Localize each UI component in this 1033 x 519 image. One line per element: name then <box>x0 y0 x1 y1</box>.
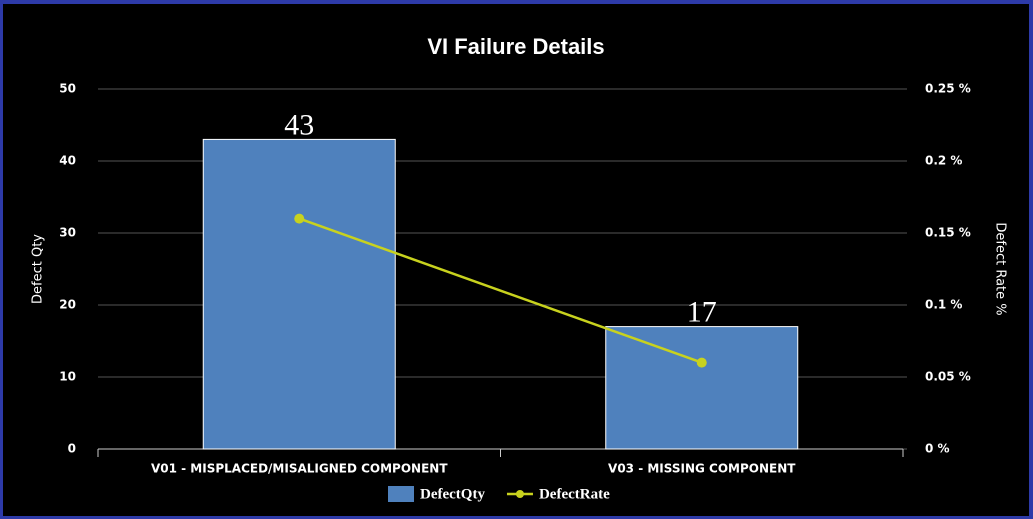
y2-axis-label: Defect Rate % <box>993 222 1008 315</box>
y-tick-label: 20 <box>59 298 76 312</box>
y2-tick-label: 0.05 % <box>925 370 971 384</box>
y-tick-label: 30 <box>59 226 76 240</box>
legend-label: DefectRate <box>539 486 610 502</box>
bar <box>202 138 396 450</box>
x-tick-label: V03 - MISSING COMPONENT <box>608 462 796 476</box>
y-tick-label: 0 <box>68 442 76 456</box>
x-tick-label: V01 - MISPLACED/MISALIGNED COMPONENT <box>151 462 448 476</box>
y-tick-label: 10 <box>59 370 76 384</box>
bar <box>605 326 799 450</box>
background <box>3 4 1029 516</box>
point <box>696 357 707 368</box>
y2-tick-label: 0.15 % <box>925 226 971 240</box>
data-label: 17 <box>687 295 717 328</box>
y2-tick-label: 0.25 % <box>925 82 971 96</box>
legend-swatch <box>515 490 524 498</box>
y2-tick-label: 0.2 % <box>925 154 962 168</box>
y-tick-label: 50 <box>59 82 76 96</box>
line <box>298 217 703 364</box>
chart-title: VI Failure Details <box>427 34 604 59</box>
legend-label: DefectQty <box>420 486 485 502</box>
y-tick-label: 40 <box>59 154 76 168</box>
y2-tick-label: 0 % <box>925 442 950 456</box>
y2-tick-label: 0.1 % <box>925 298 962 312</box>
legend-swatch <box>388 486 414 502</box>
data-label: 43 <box>284 108 314 141</box>
y-axis-label: Defect Qty <box>31 234 46 304</box>
point <box>294 213 305 224</box>
